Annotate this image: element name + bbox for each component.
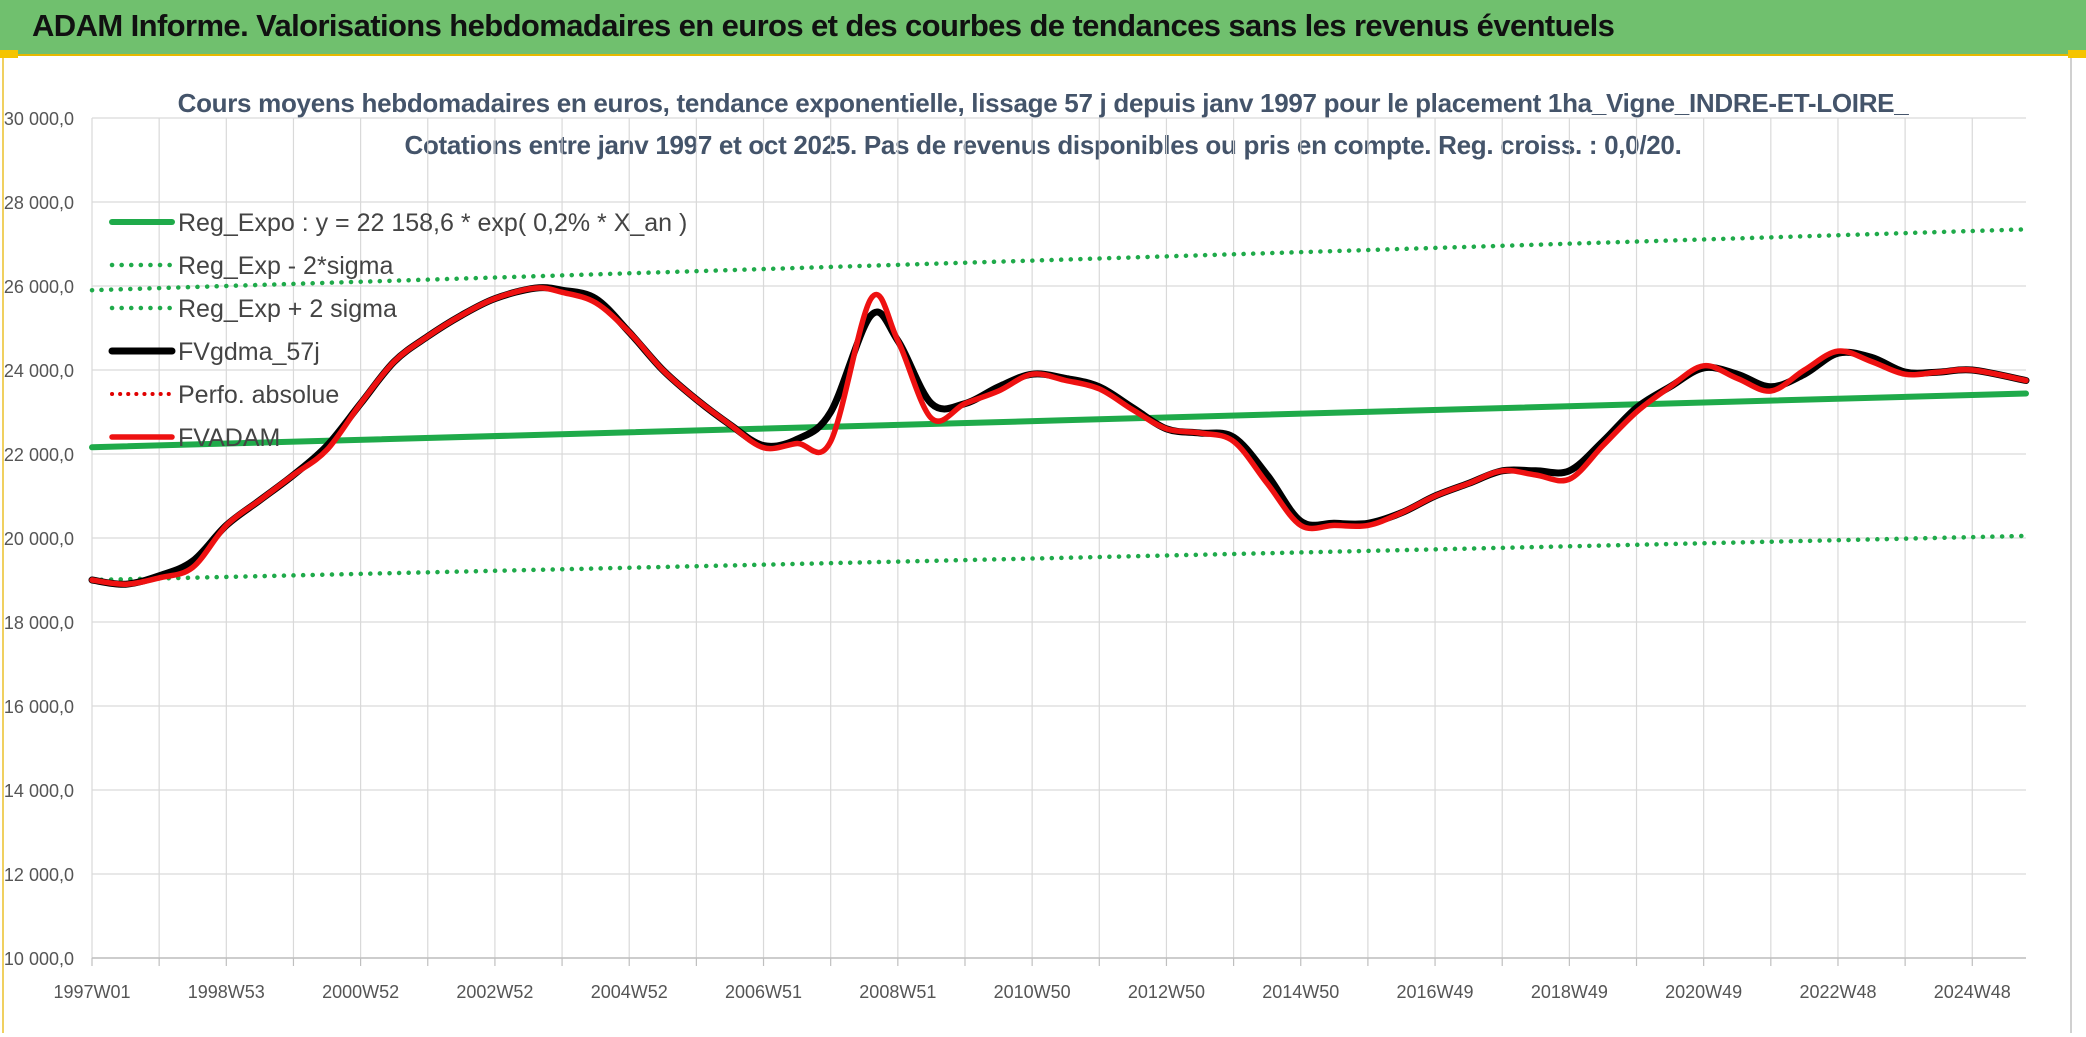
- x-tick-label: 2010W50: [994, 982, 1071, 1002]
- x-tick-label: 2012W50: [1128, 982, 1205, 1002]
- grid-lines: [91, 117, 2026, 966]
- y-tick-label: 18 000,0: [4, 613, 74, 633]
- legend-label-reg_plus: Reg_Exp + 2 sigma: [178, 295, 397, 323]
- series-line-reg_expo: [89, 390, 2029, 451]
- x-tick-label: 1997W01: [53, 982, 130, 1002]
- y-tick-label: 28 000,0: [4, 193, 74, 213]
- x-tick-label: 2000W52: [322, 982, 399, 1002]
- corner-mark-right: [2068, 50, 2086, 58]
- y-tick-label: 14 000,0: [4, 781, 74, 801]
- x-tick-label: 2018W49: [1531, 982, 1608, 1002]
- y-tick-label: 24 000,0: [4, 361, 74, 381]
- y-tick-label: 20 000,0: [4, 529, 74, 549]
- y-axis-ticks: 10 000,0 12 000,0 14 000,0 16 000,0 18 000,0…: [4, 109, 74, 969]
- y-tick-label: 26 000,0: [4, 277, 74, 297]
- corner-mark-left: [0, 50, 18, 58]
- legend: Reg_Expo : y = 22 158,6 * exp( 0,2% * X_…: [108, 209, 687, 452]
- x-tick-label: 2020W49: [1665, 982, 1742, 1002]
- x-tick-label: 2024W48: [1934, 982, 2011, 1002]
- chart-title: Cours moyens hebdomadaires en euros, ten…: [177, 88, 1909, 118]
- y-tick-label: 10 000,0: [4, 949, 74, 969]
- chart-frame: [2, 58, 2072, 1033]
- legend-label-reg_minus: Reg_Exp - 2*sigma: [178, 252, 393, 280]
- x-tick-label: 2004W52: [591, 982, 668, 1002]
- y-tick-label: 16 000,0: [4, 697, 74, 717]
- y-tick-label: 22 000,0: [4, 445, 74, 465]
- x-tick-label: 1998W53: [188, 982, 265, 1002]
- series-line-fvgdma: [88, 284, 2030, 588]
- x-tick-label: 2014W50: [1262, 982, 1339, 1002]
- legend-label-fvgdma: FVgdma_57j: [178, 338, 320, 366]
- x-tick-label: 2008W51: [859, 982, 936, 1002]
- series-line-reg_plus: [89, 227, 2029, 293]
- x-tick-label: 2016W49: [1397, 982, 1474, 1002]
- series-line-fvadam: [89, 285, 2029, 587]
- x-tick-label: 2002W52: [456, 982, 533, 1002]
- series-lines: [88, 227, 2030, 588]
- x-tick-label: 2022W48: [1799, 982, 1876, 1002]
- header-banner: ADAM Informe. Valorisations hebdomadaire…: [0, 0, 2086, 56]
- chart-subtitle: Cotations entre janv 1997 et oct 2025. P…: [404, 130, 1682, 160]
- y-tick-label: 30 000,0: [4, 109, 74, 129]
- legend-label-fvadam: FVADAM: [178, 424, 280, 452]
- banner-title: ADAM Informe. Valorisations hebdomadaire…: [32, 8, 1615, 43]
- series-line-reg_minus: [89, 533, 2029, 583]
- y-tick-label: 12 000,0: [4, 865, 74, 885]
- legend-label-perfo: Perfo. absolue: [178, 381, 339, 409]
- legend-label-reg_expo: Reg_Expo : y = 22 158,6 * exp( 0,2% * X_…: [178, 209, 687, 237]
- x-tick-label: 2006W51: [725, 982, 802, 1002]
- x-axis-ticks: 1997W01 1998W53 2000W52 2002W52 2004W52 2006W…: [53, 982, 2010, 1002]
